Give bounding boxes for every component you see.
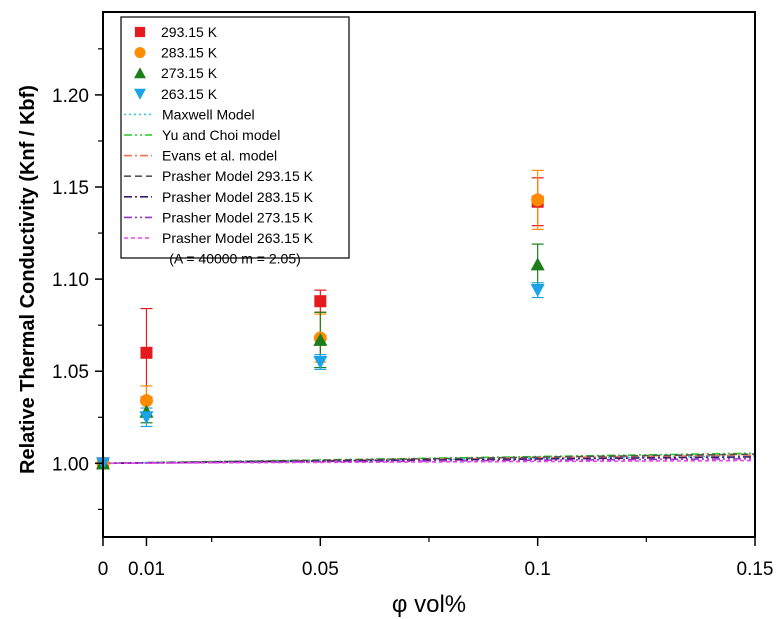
data-point	[531, 193, 545, 207]
legend-items: 293.15 K 283.15 K 273.15 K 263.15 K Maxwell …	[124, 24, 314, 246]
legend-marker	[134, 26, 146, 38]
y-tick-label: 1.15	[52, 178, 89, 199]
data-point	[530, 284, 545, 298]
legend-label: Maxwell Model	[162, 106, 255, 122]
data-point	[139, 411, 154, 425]
legend-label: 263.15 K	[161, 86, 218, 102]
x-tick-label: 0.1	[524, 559, 550, 580]
y-tick-label: 1.05	[52, 362, 89, 383]
legend-label: 293.15 K	[161, 24, 218, 40]
x-tick-label: 0	[98, 559, 109, 580]
tick-labels: 0 0.01 0.05 0.1 0.15 1.00 1.05 1.10 1.15 1.20	[52, 86, 773, 580]
y-tick-label: 1.00	[52, 454, 89, 475]
legend-marker	[134, 47, 146, 59]
x-tick-label: 0.01	[128, 559, 165, 580]
legend-label: Evans et al. model	[162, 148, 277, 164]
y-axis-title: Relative Thermal Conductivity (Knf / Kbf…	[17, 85, 39, 474]
legend-label: Prasher Model 273.15 K	[162, 209, 314, 225]
data-point	[314, 295, 327, 308]
legend-label: Prasher Model 283.15 K	[162, 189, 314, 205]
legend-label: 273.15 K	[161, 65, 218, 81]
data-markers	[96, 193, 545, 471]
data-point	[140, 346, 153, 359]
legend-note: (A = 40000 m = 2.05)	[169, 251, 301, 267]
axis-ticks	[95, 48, 756, 546]
data-point	[313, 332, 328, 346]
legend-marker	[134, 67, 146, 79]
legend-label: 283.15 K	[161, 45, 218, 61]
y-tick-label: 1.10	[52, 270, 89, 291]
x-tick-label: 0.05	[302, 559, 339, 580]
legend-marker	[134, 88, 146, 100]
data-point	[313, 356, 328, 369]
legend-label: Yu and Choi model	[162, 127, 280, 143]
y-tick-label: 1.20	[52, 86, 89, 107]
legend-label: Prasher Model 293.15 K	[162, 168, 314, 184]
x-axis-title: φ vol%	[392, 591, 466, 618]
legend-label: Prasher Model 263.15 K	[162, 230, 314, 246]
legend: 293.15 K 283.15 K 273.15 K 263.15 K Maxwell …	[120, 16, 350, 267]
x-tick-label: 0.15	[737, 559, 774, 580]
legend-box	[120, 16, 350, 259]
data-point	[139, 394, 153, 408]
model-line	[102, 459, 756, 465]
model-lines	[102, 452, 756, 465]
data-point	[530, 257, 545, 271]
model-line	[102, 453, 756, 465]
